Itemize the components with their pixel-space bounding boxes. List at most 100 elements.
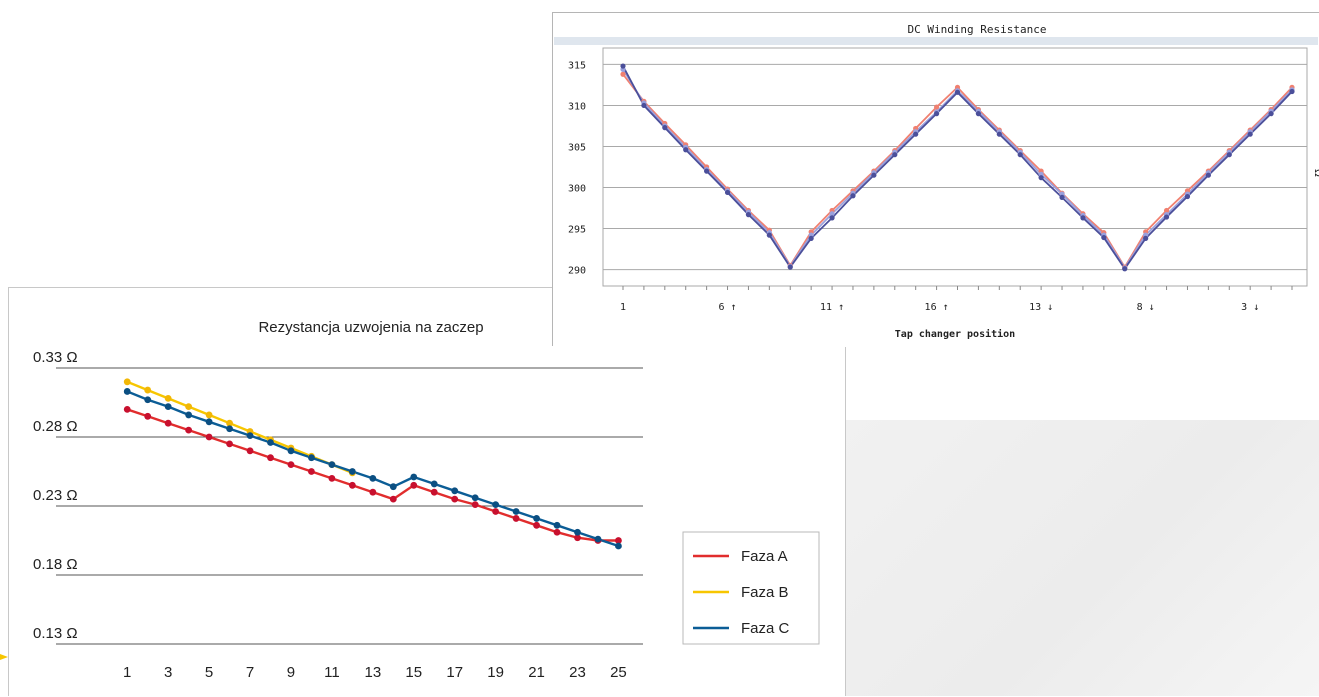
data-point-series-3	[996, 131, 1002, 137]
x-tick-label: 23	[569, 664, 586, 681]
data-point-series-1	[1163, 207, 1170, 214]
dc-winding-resistance-chart-card: DC Winding Resistance 315 310 305 300 295 290…	[552, 12, 1319, 347]
data-point-series-3	[704, 168, 710, 174]
data-point-faza-a	[328, 475, 336, 482]
data-point-series-1	[933, 104, 940, 110]
data-point-faza-a	[512, 515, 520, 522]
data-point-series-3	[1226, 152, 1232, 158]
background-panel	[846, 420, 1319, 696]
data-point-faza-c	[533, 515, 540, 522]
legend-label-faza-b: Faza B	[741, 584, 789, 601]
chart-title: DC Winding Resistance	[907, 23, 1046, 36]
data-point-faza-a	[451, 495, 459, 503]
data-point-series-3	[1289, 88, 1295, 95]
data-point-faza-c	[389, 483, 397, 491]
data-point-series-3	[1268, 111, 1274, 117]
data-point-faza-c	[451, 487, 459, 495]
data-point-series-3	[1163, 214, 1170, 220]
data-point-faza-b	[226, 419, 233, 427]
x-tick-label: 16 ↑	[925, 302, 949, 313]
data-point-series-3	[683, 147, 689, 153]
data-point-series-3	[1143, 235, 1149, 241]
data-point-series-3	[745, 212, 752, 218]
data-point-series-3	[933, 111, 940, 117]
y-tick-label: 315	[568, 60, 586, 71]
data-point-faza-c	[226, 425, 233, 433]
data-point-series-3	[892, 152, 898, 158]
data-point-series-3	[1017, 152, 1023, 158]
data-point-faza-a	[410, 481, 418, 489]
x-tick-label: 17	[446, 664, 463, 681]
data-point-faza-b	[144, 386, 152, 394]
data-point-faza-c	[553, 521, 561, 529]
yellow-arrow-mark	[0, 654, 8, 660]
data-point-faza-a	[348, 481, 356, 489]
data-point-series-3	[975, 111, 982, 117]
y-tick-label: 300	[568, 184, 586, 195]
data-point-faza-b	[205, 411, 213, 419]
data-point-faza-a	[553, 528, 561, 536]
x-tick-label: 6 ↑	[719, 302, 737, 313]
y-tick-label: 295	[568, 225, 586, 236]
data-point-faza-c	[512, 508, 520, 515]
data-point-faza-c	[615, 542, 622, 550]
data-point-series-3	[913, 131, 919, 137]
data-point-faza-c	[246, 432, 254, 440]
data-point-series-3	[829, 215, 835, 221]
data-point-faza-a	[267, 454, 274, 462]
data-point-faza-c	[492, 501, 500, 509]
data-point-faza-c	[574, 528, 581, 536]
data-point-faza-a	[471, 501, 479, 509]
data-point-faza-a	[164, 419, 172, 427]
data-point-faza-c	[308, 454, 315, 462]
x-tick-label: 3 ↓	[1241, 302, 1259, 313]
dc-winding-resistance-chart: DC Winding Resistance 315 310 305 300 295 290…	[553, 13, 1319, 347]
data-point-faza-c	[185, 411, 193, 419]
data-point-series-3	[1059, 194, 1065, 200]
x-tick-label: 25	[610, 664, 627, 681]
data-point-faza-c	[123, 388, 131, 395]
x-tick-label: 5	[205, 664, 213, 681]
x-tick-label: 13 ↓	[1029, 302, 1053, 313]
data-point-series-3	[1038, 175, 1044, 181]
data-point-faza-a	[185, 426, 193, 434]
y-tick-label: 0.28 Ω	[33, 418, 78, 435]
data-point-faza-a	[430, 488, 438, 496]
data-point-faza-a	[246, 447, 254, 455]
data-point-series-3	[1205, 172, 1211, 178]
data-point-faza-a	[205, 433, 213, 441]
data-point-faza-c	[267, 439, 274, 446]
y-tick-label: 310	[568, 101, 586, 112]
data-point-series-3	[1184, 193, 1191, 200]
data-point-series-2	[829, 211, 835, 217]
data-point-series-3	[850, 193, 856, 199]
x-tick-label: 13	[364, 664, 381, 681]
data-point-faza-a	[226, 440, 233, 448]
legend-label-faza-a: Faza A	[741, 548, 788, 565]
y-tick-label: 0.18 Ω	[33, 556, 78, 573]
data-point-series-3	[1247, 131, 1253, 137]
data-point-faza-c	[369, 475, 377, 482]
x-tick-label: 8 ↓	[1137, 302, 1155, 313]
resistance-per-tap-chart: 0.33 Ω0.28 Ω0.23 Ω0.18 Ω0.13 Ω 1 3 5 7 9 11 13…	[33, 319, 820, 681]
x-axis-label: Tap changer position	[895, 328, 1015, 340]
data-point-faza-c	[348, 468, 356, 475]
data-point-faza-c	[287, 447, 295, 455]
y-tick-label: 0.13 Ω	[33, 625, 78, 642]
data-point-faza-a	[287, 461, 295, 468]
data-point-faza-a	[574, 534, 581, 542]
data-point-faza-c	[144, 396, 152, 404]
data-point-faza-c	[471, 494, 479, 502]
data-point-series-3	[766, 232, 772, 238]
data-point-series-3	[1122, 266, 1128, 272]
data-point-series-1	[620, 71, 626, 77]
data-point-series-3	[1080, 215, 1086, 221]
data-point-series-3	[808, 235, 814, 241]
data-point-faza-a	[123, 406, 131, 413]
x-tick-label: 1	[123, 664, 131, 681]
x-tick-label: 19	[487, 664, 504, 681]
data-point-faza-c	[328, 461, 336, 468]
data-point-faza-b	[123, 378, 131, 386]
data-point-faza-c	[205, 418, 213, 426]
data-point-faza-a	[492, 508, 500, 515]
